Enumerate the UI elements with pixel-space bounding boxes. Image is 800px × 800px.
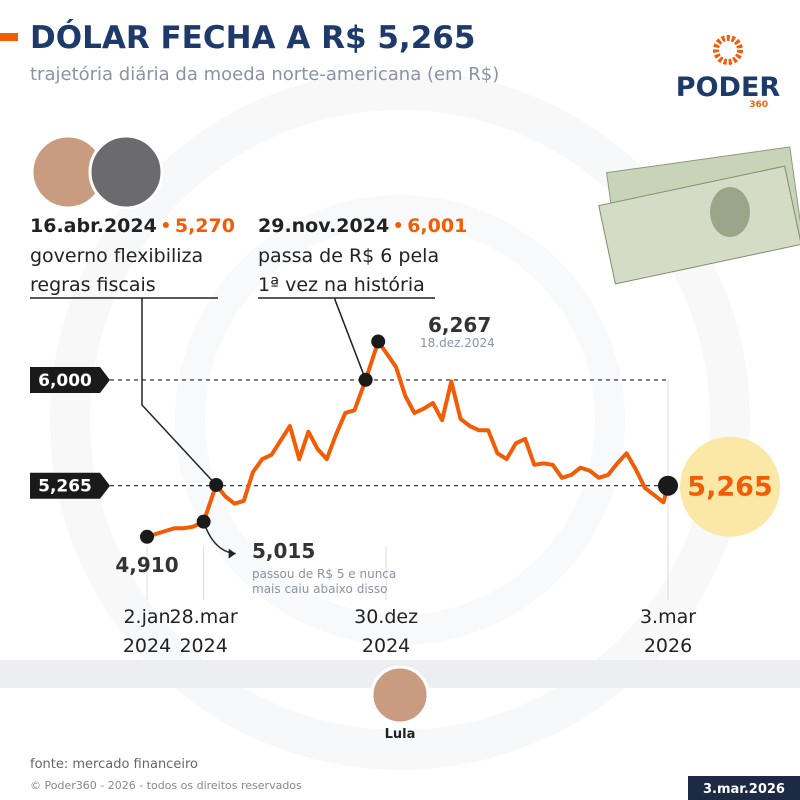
y-tick-label: 6,000 <box>38 371 92 391</box>
x-tick-year: 2024 <box>362 635 410 657</box>
price-line <box>146 339 670 539</box>
highlight-bg <box>680 436 780 537</box>
annotation-text: 6,267 <box>428 313 491 337</box>
annotation-dot <box>196 514 211 529</box>
title-marker <box>0 33 18 41</box>
source: fonte: mercado financeiro <box>30 757 198 772</box>
copyright: © Poder360 - 2026 - todos os direitos re… <box>30 779 302 792</box>
annotation-dot <box>140 529 154 544</box>
arrow-head <box>228 548 236 559</box>
ring <box>175 195 625 645</box>
annotation-text: regras fiscais <box>30 274 156 296</box>
annotation-text: 1ª vez na história <box>258 274 425 296</box>
y-label-box <box>30 366 110 393</box>
bill <box>598 165 800 285</box>
annotation-text: passa de R$ 6 pela <box>258 245 439 267</box>
y-label-box <box>30 472 110 499</box>
annotation-text: 5,270 <box>175 215 235 237</box>
photo <box>88 134 164 210</box>
logo: PODER 360 <box>676 35 781 110</box>
x-tick-label: 28.mar <box>170 606 238 628</box>
x-tick-label: 2.jan <box>123 606 170 628</box>
x-tick-year: 2024 <box>123 635 171 657</box>
bill-portrait <box>710 187 750 237</box>
x-tick-year: 2024 <box>179 635 227 657</box>
separator <box>395 222 402 228</box>
date: 3.mar.2026 <box>703 782 785 797</box>
dollar-bills <box>598 146 800 285</box>
separator <box>162 222 169 228</box>
x-tick-label: 3.mar <box>640 606 696 628</box>
callout-leader <box>141 298 217 486</box>
ring <box>50 70 750 770</box>
president-label: Lula <box>385 727 416 742</box>
x-tick-label: 30.dez <box>354 606 418 628</box>
annotation-text: 4,910 <box>115 553 178 577</box>
annotation-text: mais caiu abaixo disso <box>252 582 388 596</box>
annotation-text: 29.nov.2024 <box>258 215 389 237</box>
brand: PODER <box>676 72 781 103</box>
photos <box>30 134 164 210</box>
annotation-text: 5,015 <box>252 539 315 563</box>
annotation-dot <box>371 334 386 349</box>
annotation-text: 6,001 <box>407 215 467 237</box>
annotation-dot <box>658 475 678 496</box>
annotation-text: governo flexibiliza <box>30 245 203 267</box>
callout-leader <box>334 298 367 381</box>
annotation-text: 16.abr.2024 <box>30 215 157 237</box>
chart-subtitle: trajetória diária da moeda norte-america… <box>30 64 499 85</box>
annotation-dot <box>358 372 373 387</box>
date-badge <box>688 776 800 800</box>
annotation-dot <box>209 477 224 492</box>
sunburst <box>50 70 750 770</box>
x-tick-year: 2026 <box>644 635 692 657</box>
logo-sun <box>713 35 743 65</box>
annotation-text: 5,265 <box>687 472 772 503</box>
chart-title: DÓLAR FECHA A R$ 5,265 <box>30 19 475 56</box>
y-tick-label: 5,265 <box>38 477 92 497</box>
brand-sub: 360 <box>749 100 768 110</box>
photo <box>370 665 430 725</box>
annotation-text: passou de R$ 5 e nunca <box>252 567 396 581</box>
annotation-text: 18.dez.2024 <box>420 336 495 350</box>
